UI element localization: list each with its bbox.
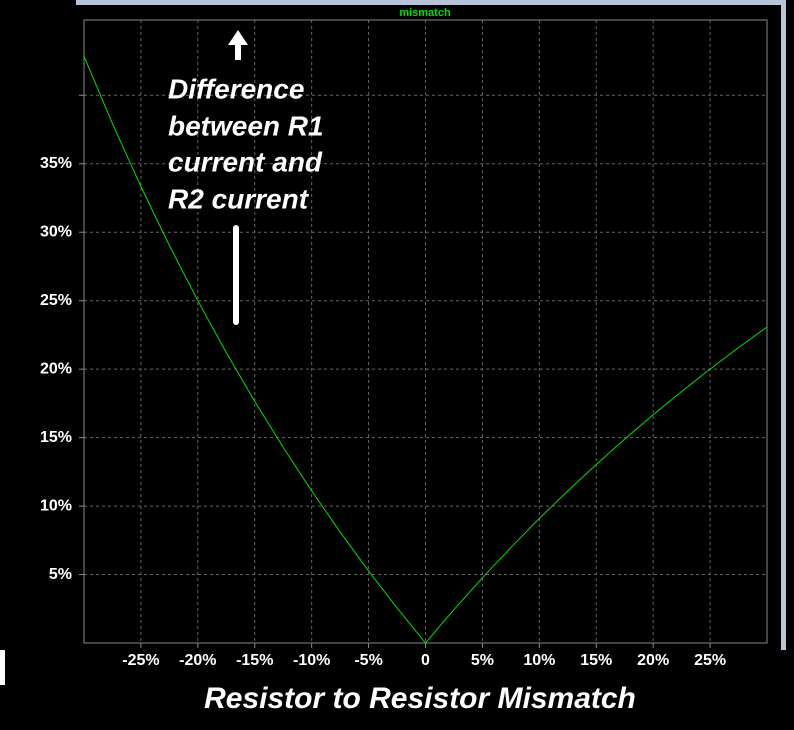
arrow-shaft [233,225,239,325]
x-tick-label: -20% [179,652,216,669]
window-edge [0,650,5,685]
arrow-up [228,30,248,60]
chart-title: mismatch [399,7,451,19]
x-tick-label: 25% [694,652,726,669]
x-axis-label: Resistor to Resistor Mismatch [204,682,636,715]
y-tick-label: 20% [40,360,72,377]
x-tick-label: 0 [421,652,430,669]
window-border [781,0,786,650]
x-tick-label: -5% [354,652,382,669]
plot-area: 5% 10% 15% 20% 25% 30% 35% -25% -20% -15% -10% -5% 0… [40,19,768,669]
annotation-line: R2 current [168,183,310,214]
x-tick-label: 15% [580,652,612,669]
y-tick-label: 25% [40,292,72,309]
x-tick-label: 5% [471,652,494,669]
x-tick-label: 10% [523,652,555,669]
y-tick-label: 15% [40,429,72,446]
annotation-line: current and [168,146,323,177]
y-tick-label: 5% [49,566,72,583]
annotation-line: between R1 [168,110,324,141]
x-tick-label: -10% [293,652,330,669]
window-border [76,0,786,5]
y-tick-label: 30% [40,223,72,240]
x-tick-label: -25% [122,652,159,669]
data-line [83,55,768,644]
annotation: Difference between R1 current and R2 cur… [168,73,324,214]
x-tick-label: 20% [637,652,669,669]
x-tick-label: -15% [236,652,273,669]
y-tick-label: 10% [40,497,72,514]
annotation-line: Difference [168,73,304,104]
y-tick-label: 35% [40,155,72,172]
